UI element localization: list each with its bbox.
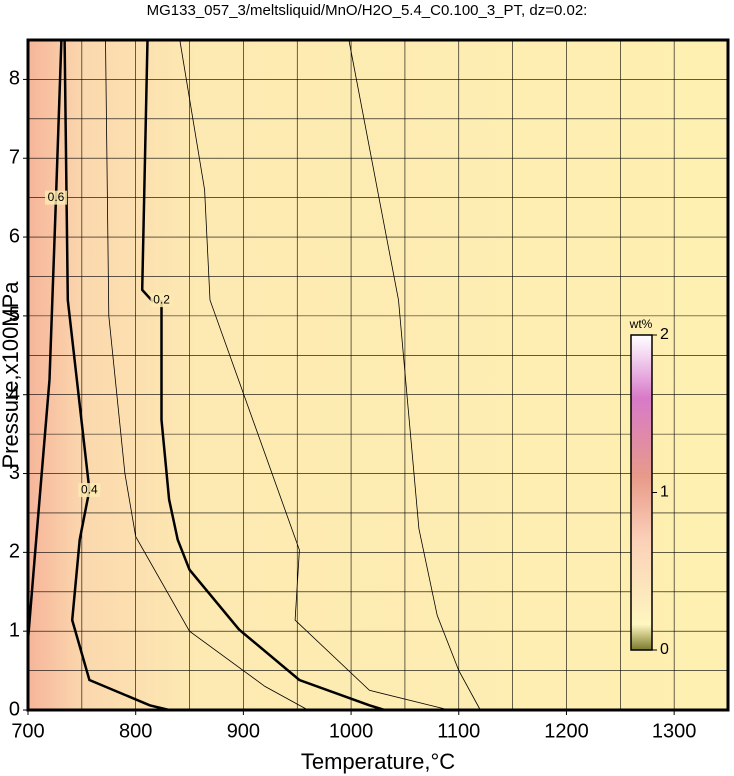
y-tick-label: 7	[9, 147, 20, 169]
colorbar-ticks: wt% 0 1 2	[629, 317, 669, 658]
contour-line	[63, 39, 170, 712]
x-tick-label: 800	[119, 720, 152, 742]
x-tick-label: 1000	[329, 720, 374, 742]
colorbar	[630, 334, 653, 651]
contour-label: 0.2	[153, 292, 170, 306]
contour-label: 0.6	[48, 190, 65, 204]
x-tick-label: 1200	[544, 720, 589, 742]
x-axis-label: Temperature,°C	[301, 749, 455, 774]
contour-line	[140, 39, 385, 712]
y-tick-label: 1	[9, 619, 20, 641]
y-axis-label: Pressure,x100MPa	[0, 281, 23, 469]
chart-title: MG133_057_3/meltsliquid/MnO/H2O_5.4_C0.1…	[147, 2, 588, 19]
y-tick-label: 3	[9, 462, 20, 484]
contour-line	[348, 39, 481, 711]
contour-line	[105, 39, 309, 711]
y-tick-label: 8	[9, 68, 20, 90]
y-tick-label: 5	[9, 304, 20, 326]
contour-line	[26, 39, 63, 640]
plot-frame	[26, 38, 730, 712]
contour-label-bg	[78, 483, 101, 498]
colorbar-tick-label: 2	[660, 326, 669, 343]
x-tick-label: 900	[227, 720, 260, 742]
contour-label: 0.4	[81, 482, 98, 496]
contour-line	[179, 39, 450, 711]
y-tick-label: 2	[9, 541, 20, 563]
contour-label-bg	[150, 293, 173, 308]
colorbar-tick-label: 1	[660, 484, 669, 501]
plot-background	[28, 40, 728, 710]
y-tick-label: 0	[9, 698, 20, 720]
colorbar-label: wt%	[629, 317, 653, 331]
contours: 0.2 0.4 0.6	[26, 39, 481, 712]
y-tick-label: 6	[9, 225, 20, 247]
contour-label-bg	[45, 190, 67, 205]
y-tick-label: 4	[9, 383, 20, 405]
x-tick-label: 1100	[437, 720, 480, 742]
x-tick-label: 700	[11, 720, 44, 742]
x-tick-label: 1300	[652, 720, 697, 742]
colorbar-tick-label: 0	[660, 641, 669, 658]
